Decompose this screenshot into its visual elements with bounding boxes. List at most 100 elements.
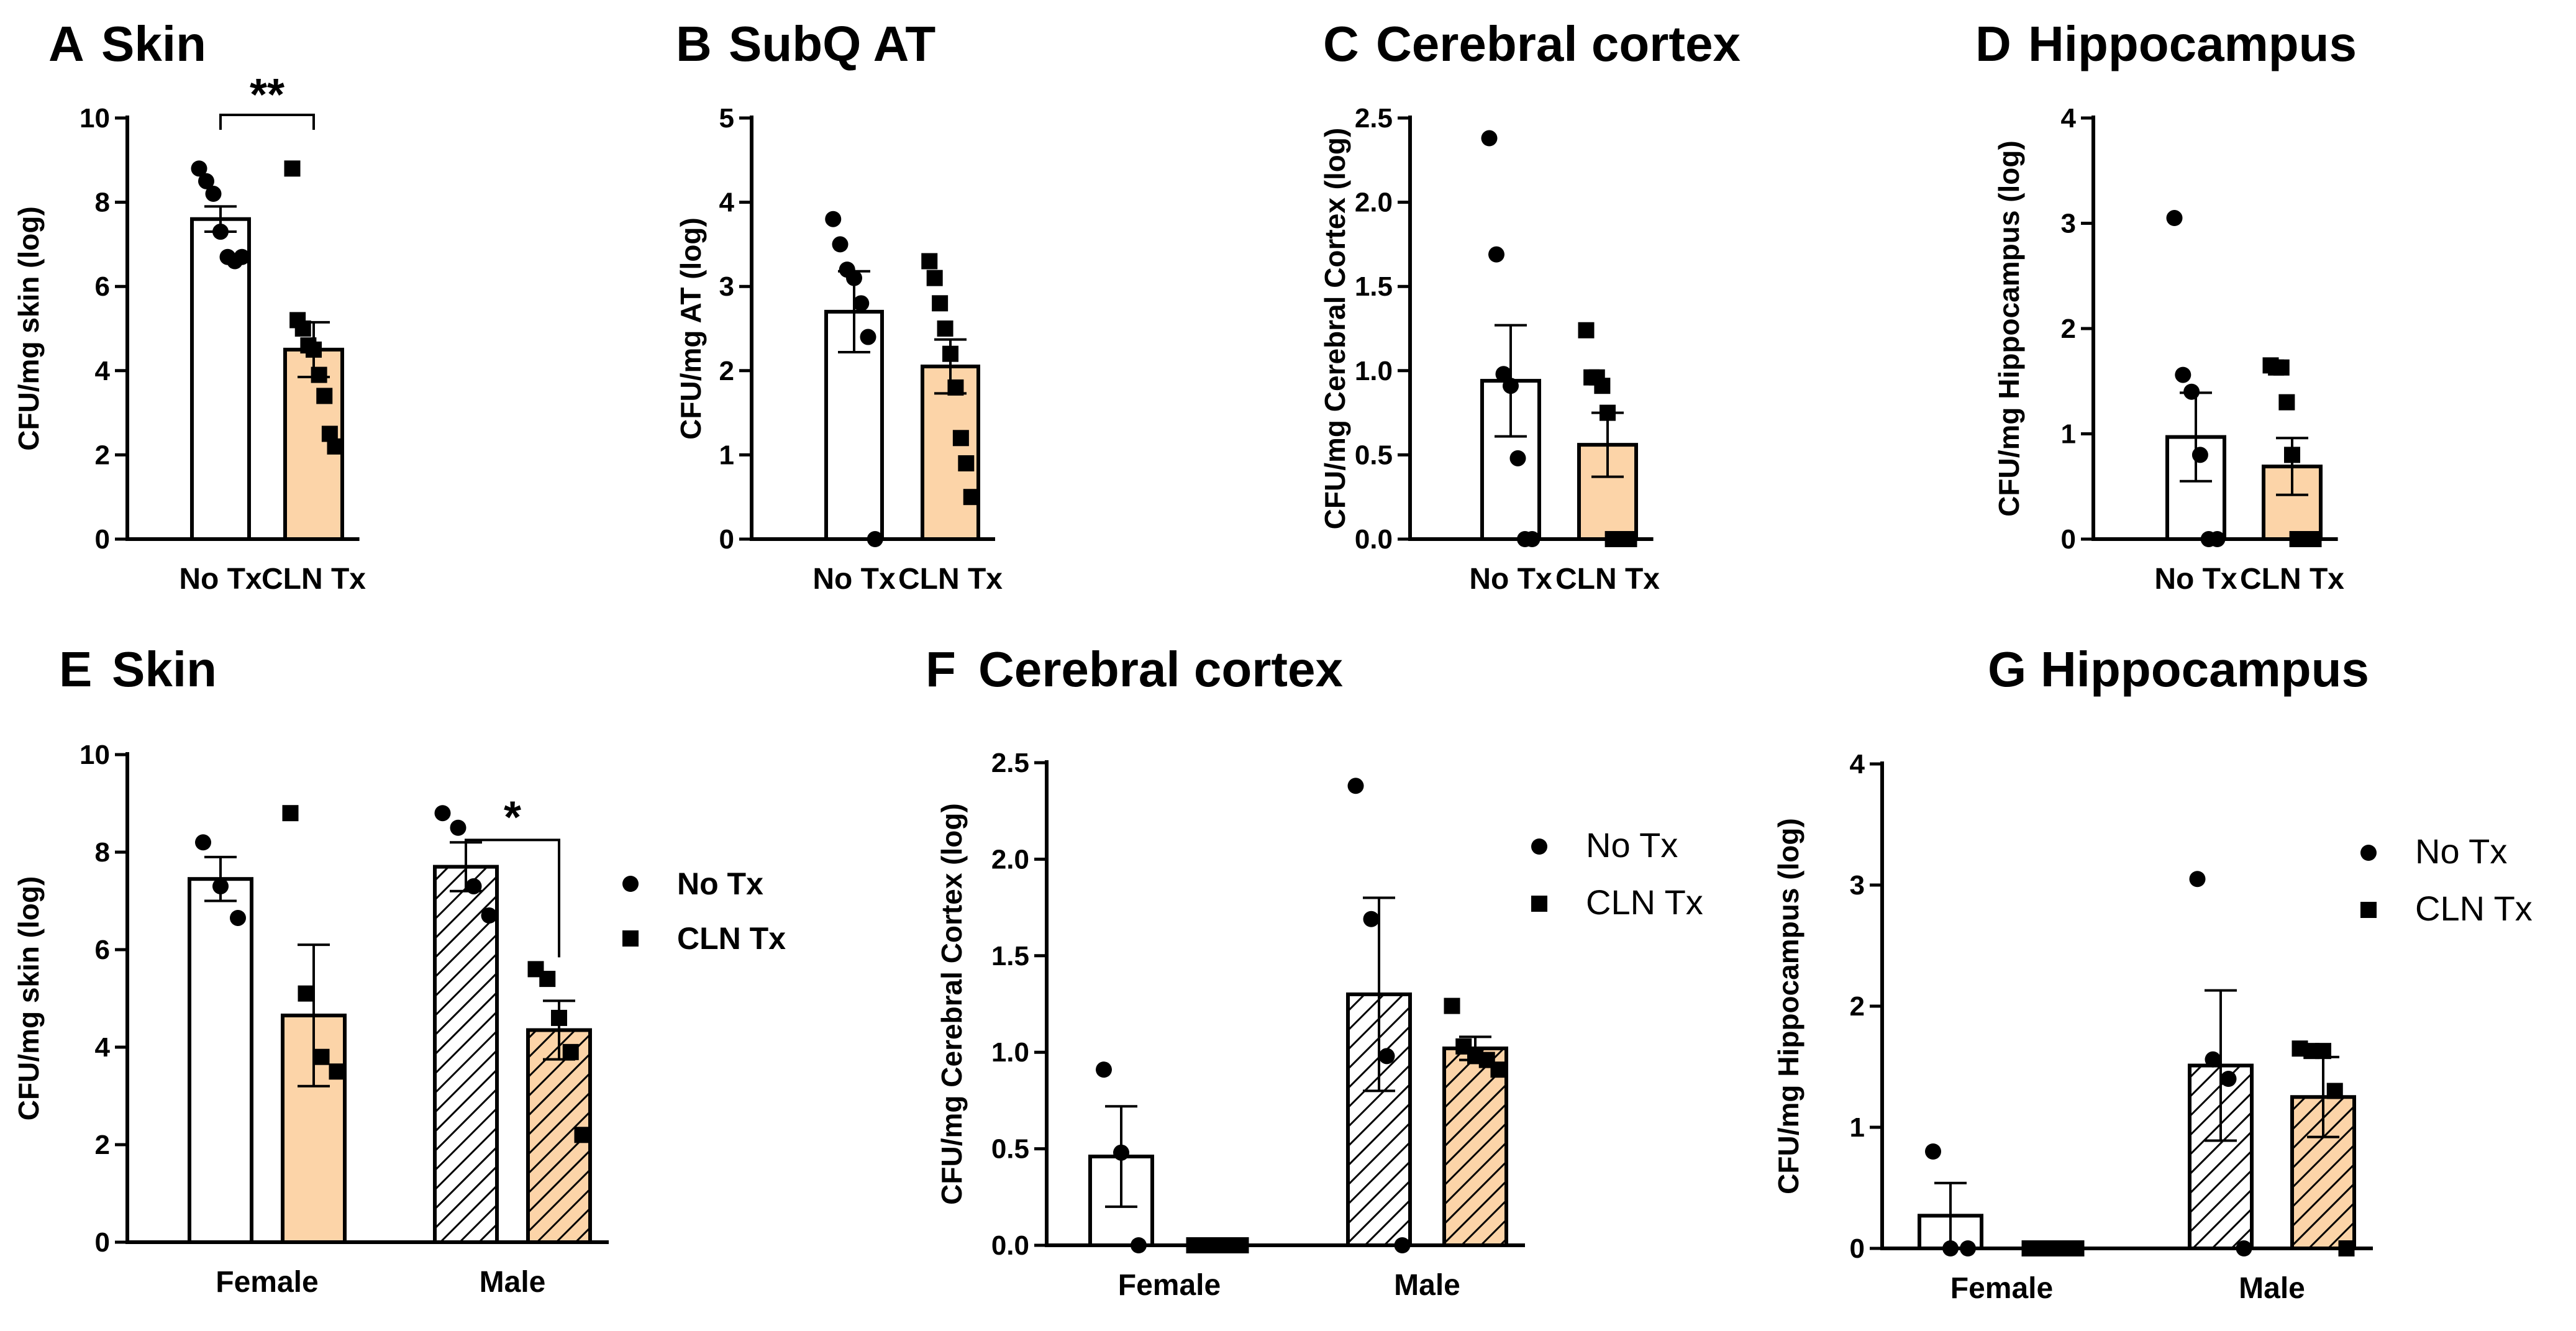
data-point bbox=[191, 160, 207, 177]
x-category-label: No Tx bbox=[1469, 563, 1552, 596]
data-point bbox=[1394, 1237, 1411, 1253]
data-point bbox=[1503, 378, 1519, 394]
panel-D: D Hippocampus CFU/mg Hippocampus (log) 0 1 2 3… bbox=[1975, 16, 2357, 596]
bar-group-no-tx bbox=[2165, 210, 2226, 547]
panel-G: G Hippocampus CFU/mg Hippocampus (log) 0 1 2 3… bbox=[1772, 642, 2533, 1305]
data-point bbox=[867, 531, 883, 547]
data-point bbox=[1495, 366, 1512, 383]
data-point bbox=[539, 971, 556, 988]
y-tick-label: 5 bbox=[719, 103, 734, 134]
panel-title: Cerebral cortex bbox=[978, 642, 1343, 697]
y-tick-label: 4 bbox=[2061, 103, 2077, 134]
panel-letter: A bbox=[48, 16, 84, 71]
bar-female-cln-tx bbox=[281, 805, 347, 1244]
legend: No Tx CLN Tx bbox=[622, 866, 786, 956]
data-point bbox=[937, 320, 953, 337]
data-point bbox=[2052, 1240, 2069, 1256]
y-tick-label: 2 bbox=[95, 440, 110, 470]
data-point bbox=[2183, 383, 2200, 400]
data-point bbox=[1347, 778, 1364, 794]
legend-label: No Tx bbox=[1586, 825, 1678, 865]
data-point bbox=[2037, 1240, 2054, 1256]
legend-marker bbox=[1531, 896, 1547, 912]
legend: No Tx CLN Tx bbox=[2360, 832, 2533, 928]
data-point bbox=[212, 878, 229, 894]
legend-marker bbox=[2360, 845, 2377, 861]
data-point bbox=[1481, 130, 1498, 147]
y-tick-label: 0 bbox=[95, 524, 110, 555]
data-point bbox=[1942, 1240, 1959, 1256]
panel-title: Cerebral cortex bbox=[1376, 16, 1741, 71]
y-tick-label: 6 bbox=[95, 271, 110, 302]
x-category-label: Male bbox=[2239, 1272, 2305, 1305]
data-point bbox=[316, 388, 333, 404]
x-category-label: CLN Tx bbox=[2240, 563, 2344, 596]
y-tick-label: 1.5 bbox=[1355, 271, 1393, 302]
x-category-label: No Tx bbox=[2154, 563, 2237, 596]
y-tick-label: 2.5 bbox=[991, 748, 1029, 778]
bar-male-no-tx bbox=[1346, 778, 1412, 1253]
y-tick-label: 0 bbox=[2061, 524, 2076, 555]
data-point bbox=[1594, 378, 1611, 394]
data-point bbox=[832, 236, 849, 253]
data-point bbox=[574, 1127, 591, 1143]
significance-bracket bbox=[465, 838, 560, 958]
data-point bbox=[284, 160, 301, 177]
bar-male-no-tx bbox=[433, 805, 499, 1245]
data-point bbox=[2189, 871, 2206, 888]
panel-C: C Cerebral cortex CFU/mg Cerebral Cortex (… bbox=[1319, 16, 1741, 596]
x-category-label: Female bbox=[1950, 1272, 2053, 1305]
legend: No Tx CLN Tx bbox=[1531, 825, 1703, 922]
y-tick-label: 1 bbox=[1850, 1112, 1865, 1143]
data-point bbox=[306, 341, 322, 358]
data-point bbox=[2338, 1240, 2355, 1256]
significance-bracket bbox=[219, 114, 315, 130]
y-tick-label: 3 bbox=[719, 271, 734, 302]
bar-male-cln-tx bbox=[2290, 1040, 2356, 1256]
y-tick-label: 3 bbox=[2061, 209, 2076, 239]
panel-E: E Skin CFU/mg skin (log) 0 2 4 6 8 10 Female Male *… bbox=[12, 642, 786, 1299]
y-tick-label: 2 bbox=[1850, 991, 1865, 1022]
y-tick-label: 0.5 bbox=[991, 1134, 1029, 1165]
data-point bbox=[1600, 404, 1616, 421]
data-point bbox=[853, 295, 870, 312]
bar-group-cln-tx bbox=[2262, 357, 2323, 547]
panel-title: Skin bbox=[101, 16, 206, 71]
bar bbox=[921, 365, 980, 542]
y-axis-label: CFU/mg Cerebral Cortex (log) bbox=[935, 803, 968, 1205]
y-tick-label: 2 bbox=[2061, 314, 2076, 344]
y-axis-label: CFU/mg Cerebral Cortex (log) bbox=[1319, 128, 1351, 530]
y-tick-label: 2.0 bbox=[991, 844, 1029, 874]
data-point bbox=[298, 985, 314, 1002]
data-point bbox=[311, 366, 327, 383]
data-point bbox=[942, 345, 958, 362]
legend-label: CLN Tx bbox=[1586, 883, 1703, 922]
y-tick-label: 0.0 bbox=[991, 1230, 1029, 1261]
data-point bbox=[1960, 1240, 1976, 1256]
data-point bbox=[952, 430, 969, 447]
bar-male-cln-tx bbox=[1442, 997, 1508, 1247]
y-tick-label: 10 bbox=[80, 740, 110, 770]
bar bbox=[190, 217, 251, 542]
data-point bbox=[2273, 359, 2290, 376]
bar-male-cln-tx bbox=[526, 961, 592, 1245]
legend-label: No Tx bbox=[2415, 832, 2507, 871]
y-axis-label: CFU/mg AT (log) bbox=[675, 217, 707, 440]
y-axis-label: CFU/mg Hippocampus (log) bbox=[1993, 140, 2025, 517]
data-point bbox=[465, 878, 482, 894]
y-tick-label: 2 bbox=[95, 1130, 110, 1160]
y-tick-label: 1 bbox=[2061, 419, 2076, 450]
bar-female-no-tx bbox=[188, 834, 253, 1245]
panel-title: Hippocampus bbox=[2028, 16, 2357, 71]
panel-letter: G bbox=[1988, 642, 2026, 697]
bar-group-no-tx bbox=[190, 160, 251, 542]
x-category-label: CLN Tx bbox=[262, 563, 366, 596]
panel-letter: B bbox=[676, 16, 712, 71]
data-point bbox=[1232, 1237, 1249, 1253]
data-point bbox=[2284, 447, 2300, 463]
y-tick-label: 6 bbox=[95, 935, 110, 965]
data-point bbox=[2166, 210, 2183, 227]
y-tick-label: 4 bbox=[719, 188, 735, 218]
data-point bbox=[1524, 531, 1541, 547]
data-point bbox=[825, 211, 842, 227]
